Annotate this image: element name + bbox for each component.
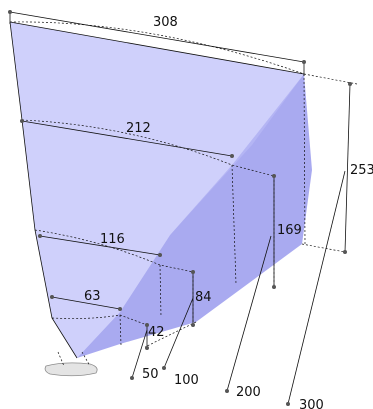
label-42: 42 [148, 325, 165, 340]
section-line-3 [34, 229, 194, 273]
dimension-212 [20, 119, 234, 158]
label-116: 116 [100, 232, 125, 247]
label-300: 300 [299, 398, 324, 409]
label-253: 253 [350, 163, 373, 178]
label-308: 308 [153, 15, 178, 30]
label-63: 63 [84, 289, 101, 304]
right-dashes [144, 73, 358, 348]
label-169: 169 [277, 223, 302, 238]
label-84: 84 [195, 290, 212, 305]
section-line-2 [21, 119, 275, 177]
dimension-63 [50, 295, 122, 311]
small-object [44, 351, 98, 377]
label-200: 200 [236, 385, 261, 400]
dimension-116 [38, 234, 162, 257]
section-line-top [9, 21, 305, 75]
label-50: 50 [142, 367, 159, 382]
right-face [77, 74, 312, 358]
vertical-dashes [119, 73, 306, 346]
label-212: 212 [126, 121, 151, 136]
top-edge [9, 21, 305, 75]
label-100: 100 [174, 373, 199, 388]
left-face [10, 22, 304, 358]
leader-lines [130, 170, 346, 406]
dimension-308 [8, 10, 306, 76]
